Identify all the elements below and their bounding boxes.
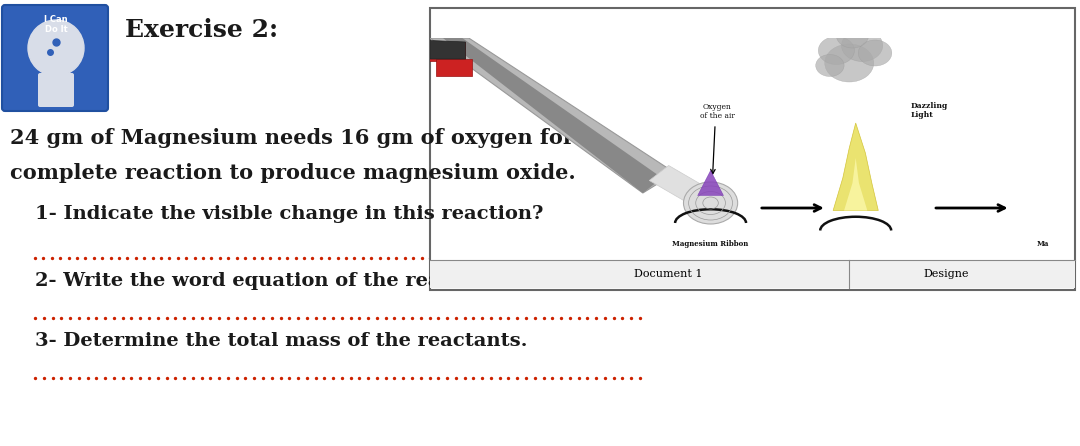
Text: Exercise 2:: Exercise 2: <box>125 18 279 42</box>
Text: Magnesium Ribbon: Magnesium Ribbon <box>673 240 748 248</box>
Text: I Can: I Can <box>44 16 68 25</box>
Circle shape <box>819 37 854 65</box>
Text: 3- Determine the total mass of the reactants.: 3- Determine the total mass of the react… <box>35 332 527 350</box>
Text: Ma: Ma <box>1037 240 1049 248</box>
Text: 1- Indicate the visible change in this reaction?: 1- Indicate the visible change in this r… <box>35 205 543 223</box>
Polygon shape <box>698 170 724 195</box>
Circle shape <box>859 40 892 66</box>
Text: Oxygen
of the air: Oxygen of the air <box>700 103 734 120</box>
Text: Dazzling
Light: Dazzling Light <box>910 102 948 120</box>
Circle shape <box>684 182 738 224</box>
Text: Do It: Do It <box>44 25 67 34</box>
Bar <box>427 41 465 61</box>
Polygon shape <box>833 123 878 211</box>
Polygon shape <box>845 158 867 211</box>
Text: Document 1: Document 1 <box>634 269 703 279</box>
Bar <box>430 8 1075 290</box>
Text: 2- Write the word equation of the reaction.: 2- Write the word equation of the reacti… <box>35 272 503 290</box>
Text: 24 gm of Magnesium needs 16 gm of oxygen for: 24 gm of Magnesium needs 16 gm of oxygen… <box>10 128 573 148</box>
Polygon shape <box>443 38 662 193</box>
Circle shape <box>28 20 84 76</box>
Bar <box>430 260 1075 288</box>
FancyBboxPatch shape <box>2 5 108 111</box>
Circle shape <box>836 23 868 48</box>
Bar <box>436 59 472 75</box>
Polygon shape <box>649 165 707 203</box>
Text: complete reaction to produce magnesium oxide.: complete reaction to produce magnesium o… <box>10 163 576 183</box>
Polygon shape <box>430 38 675 193</box>
Circle shape <box>815 54 845 77</box>
Circle shape <box>841 29 882 62</box>
Circle shape <box>825 44 874 82</box>
Polygon shape <box>430 41 465 59</box>
Text: Designe: Designe <box>923 269 969 279</box>
FancyBboxPatch shape <box>38 73 75 107</box>
